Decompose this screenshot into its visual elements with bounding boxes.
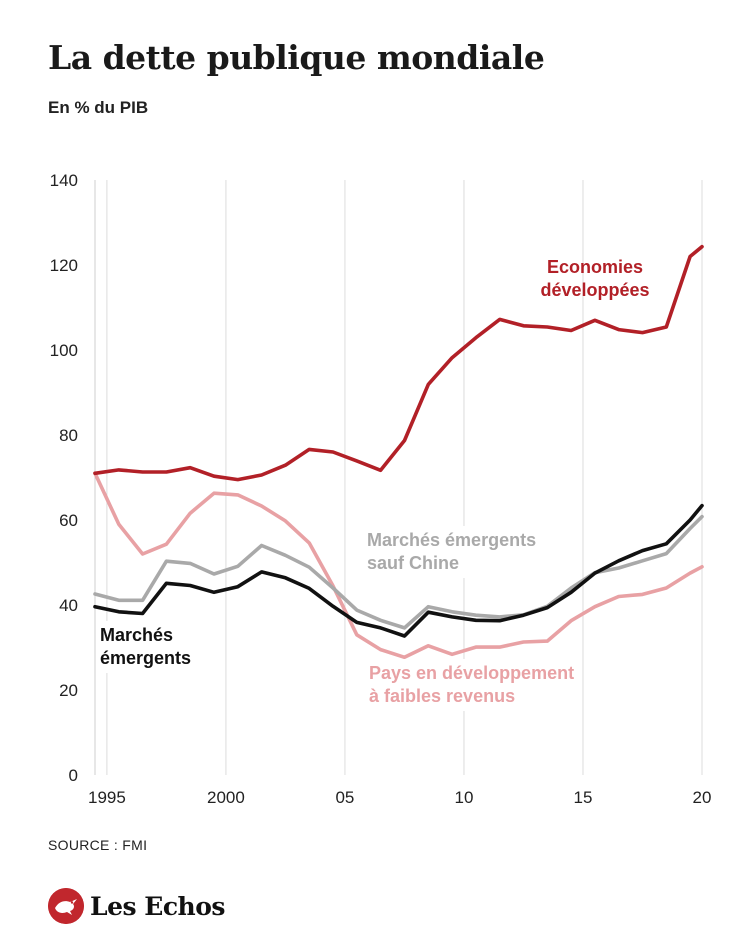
series-line-low-income — [93, 471, 704, 660]
series-label-emerging: émergents — [100, 648, 191, 668]
brand-logo: Les Echos — [48, 888, 225, 924]
x-axis-ticks: 1995 2000 05 10 15 20 — [88, 788, 711, 807]
series-labels: Economies développées Marchés émergents sau… — [96, 257, 650, 711]
series-label-emerging-ex-china: Marchés émergents — [367, 530, 536, 550]
y-tick-label: 120 — [50, 256, 78, 275]
series-label-developed: Economies — [547, 257, 643, 277]
series-label-developed: développées — [540, 280, 649, 300]
line-chart: 0 20 40 60 80 100 120 140 1995 2000 05 10 15 20 Econ… — [50, 171, 712, 807]
series-label-emerging: Marchés — [100, 625, 173, 645]
chart-title: La dette publique mondiale — [48, 38, 545, 77]
y-tick-label: 0 — [69, 766, 78, 785]
source-note: SOURCE : FMI — [48, 837, 148, 853]
series-label-backdrop — [363, 526, 535, 578]
series-label-backdrop — [96, 621, 191, 673]
series-line-emerging-ex-china — [93, 514, 704, 630]
y-tick-label: 60 — [59, 511, 78, 530]
y-tick-label: 20 — [59, 681, 78, 700]
grid-lines — [106, 180, 703, 775]
x-tick-label: 05 — [335, 788, 354, 807]
series-line-emerging — [93, 503, 704, 638]
x-tick-label: 20 — [693, 788, 712, 807]
brand-name: Les Echos — [90, 891, 225, 921]
y-tick-label: 40 — [59, 596, 78, 615]
chart-subtitle: En % du PIB — [48, 98, 149, 117]
series-label-backdrop — [365, 659, 575, 711]
series-label-emerging-ex-china: sauf Chine — [367, 553, 459, 573]
eagle-icon — [48, 888, 84, 924]
series-line-developed — [93, 244, 704, 482]
y-tick-label: 140 — [50, 171, 78, 190]
series-label-low-income: à faibles revenus — [369, 686, 515, 706]
x-tick-label: 15 — [574, 788, 593, 807]
x-tick-label: 1995 — [88, 788, 126, 807]
x-tick-label: 10 — [454, 788, 473, 807]
series-lines — [93, 244, 704, 660]
y-tick-label: 80 — [59, 426, 78, 445]
y-tick-label: 100 — [50, 341, 78, 360]
x-tick-label: 2000 — [207, 788, 245, 807]
series-label-low-income: Pays en développement — [369, 663, 574, 683]
y-axis-ticks: 0 20 40 60 80 100 120 140 — [50, 171, 78, 785]
